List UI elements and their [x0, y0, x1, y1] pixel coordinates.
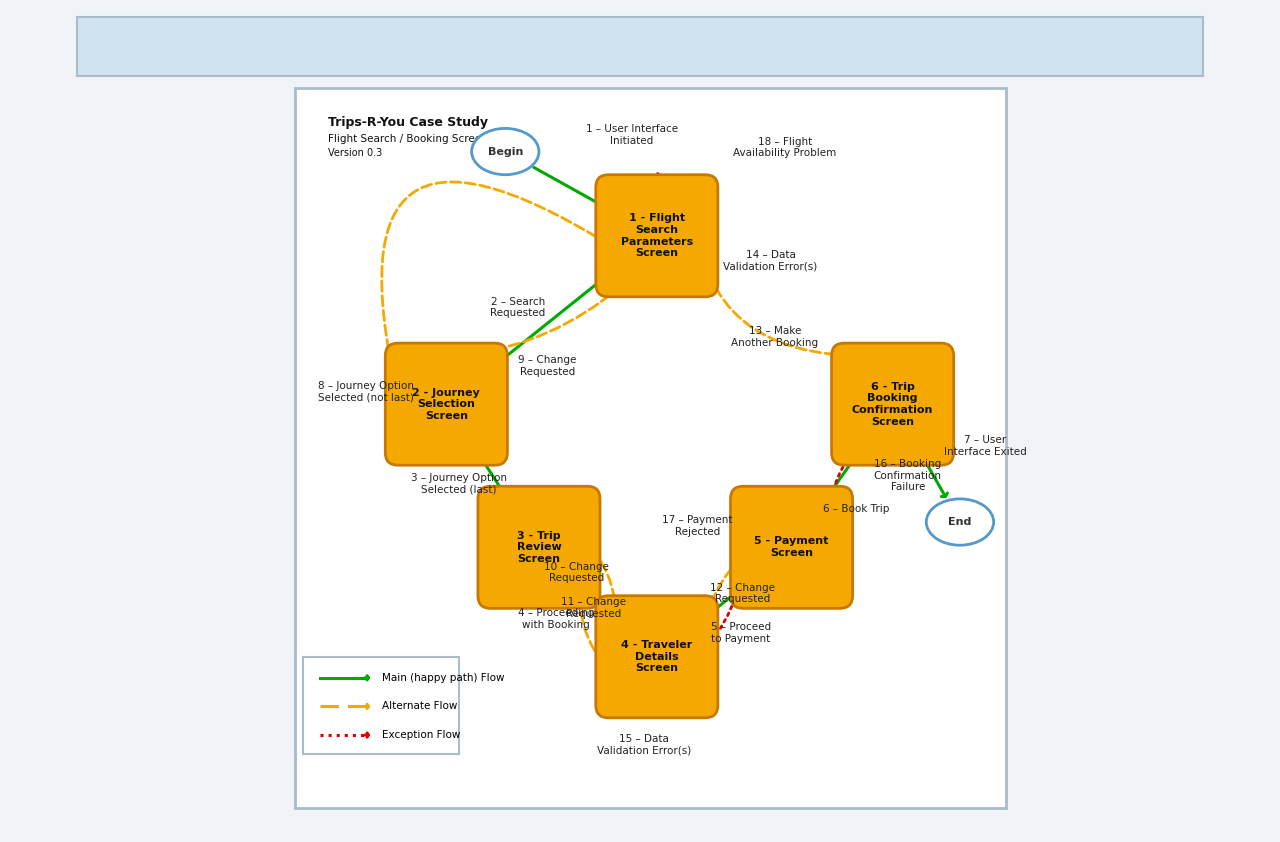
Text: 6 - Trip
Booking
Confirmation
Screen: 6 - Trip Booking Confirmation Screen	[852, 381, 933, 427]
FancyBboxPatch shape	[595, 175, 718, 297]
FancyBboxPatch shape	[303, 657, 460, 754]
Text: 5 - Payment
Screen: 5 - Payment Screen	[754, 536, 828, 558]
Text: Alternate Flow: Alternate Flow	[381, 701, 457, 711]
FancyBboxPatch shape	[832, 344, 954, 465]
Text: Trips-R-You Case Study: Trips-R-You Case Study	[329, 115, 489, 129]
Text: UI-220_1_ScreenFlows.png: UI-220_1_ScreenFlows.png	[329, 45, 621, 65]
Text: 6 – Book Trip: 6 – Book Trip	[823, 504, 890, 514]
Text: 9 – Change
Requested: 9 – Change Requested	[518, 355, 576, 377]
FancyBboxPatch shape	[595, 596, 718, 717]
Text: 2 - Journey
Selection
Screen: 2 - Journey Selection Screen	[412, 387, 480, 421]
Ellipse shape	[927, 498, 993, 546]
FancyBboxPatch shape	[385, 344, 507, 465]
Text: 11 – Change
Requested: 11 – Change Requested	[561, 597, 626, 619]
Text: 3 - Trip
Review
Screen: 3 - Trip Review Screen	[517, 530, 562, 564]
Text: 1 – User Interface
Initiated: 1 – User Interface Initiated	[585, 124, 677, 146]
Text: 13 – Make
Another Booking: 13 – Make Another Booking	[731, 326, 818, 348]
Text: Main (happy path) Flow: Main (happy path) Flow	[381, 673, 504, 683]
Text: 4 - Traveler
Details
Screen: 4 - Traveler Details Screen	[621, 640, 692, 674]
Text: Version 0.3: Version 0.3	[329, 148, 383, 158]
Text: Begin: Begin	[488, 147, 524, 157]
Text: 16 – Booking
Confirmation
Failure: 16 – Booking Confirmation Failure	[874, 459, 942, 493]
Text: 12 – Change
Requested: 12 – Change Requested	[710, 583, 776, 605]
Text: End: End	[948, 517, 972, 527]
Text: 4 – Proceeding
with Booking: 4 – Proceeding with Booking	[517, 608, 594, 630]
Text: 1 - Flight
Search
Parameters
Screen: 1 - Flight Search Parameters Screen	[621, 213, 692, 258]
Ellipse shape	[471, 129, 539, 175]
Text: 18 – Flight
Availability Problem: 18 – Flight Availability Problem	[733, 136, 836, 158]
FancyBboxPatch shape	[294, 88, 1006, 808]
Text: 5 – Proceed
to Payment: 5 – Proceed to Payment	[710, 622, 771, 644]
Text: 2 – Search
Requested: 2 – Search Requested	[490, 296, 545, 318]
Text: 3 – Journey Option
Selected (last): 3 – Journey Option Selected (last)	[411, 473, 507, 495]
Text: Exception Flow: Exception Flow	[381, 730, 460, 740]
Text: 10 – Change
Requested: 10 – Change Requested	[544, 562, 609, 584]
Text: 8 – Journey Option
Selected (not last): 8 – Journey Option Selected (not last)	[319, 381, 415, 402]
FancyBboxPatch shape	[477, 487, 600, 608]
Text: 7 – User
Interface Exited: 7 – User Interface Exited	[943, 435, 1027, 457]
Text: Flight Search / Booking Screen Flow: Flight Search / Booking Screen Flow	[329, 134, 516, 144]
FancyBboxPatch shape	[731, 487, 852, 608]
Text: 15 – Data
Validation Error(s): 15 – Data Validation Error(s)	[596, 734, 691, 756]
Text: 14 – Data
Validation Error(s): 14 – Data Validation Error(s)	[723, 250, 818, 272]
Text: 17 – Payment
Rejected: 17 – Payment Rejected	[662, 515, 732, 537]
